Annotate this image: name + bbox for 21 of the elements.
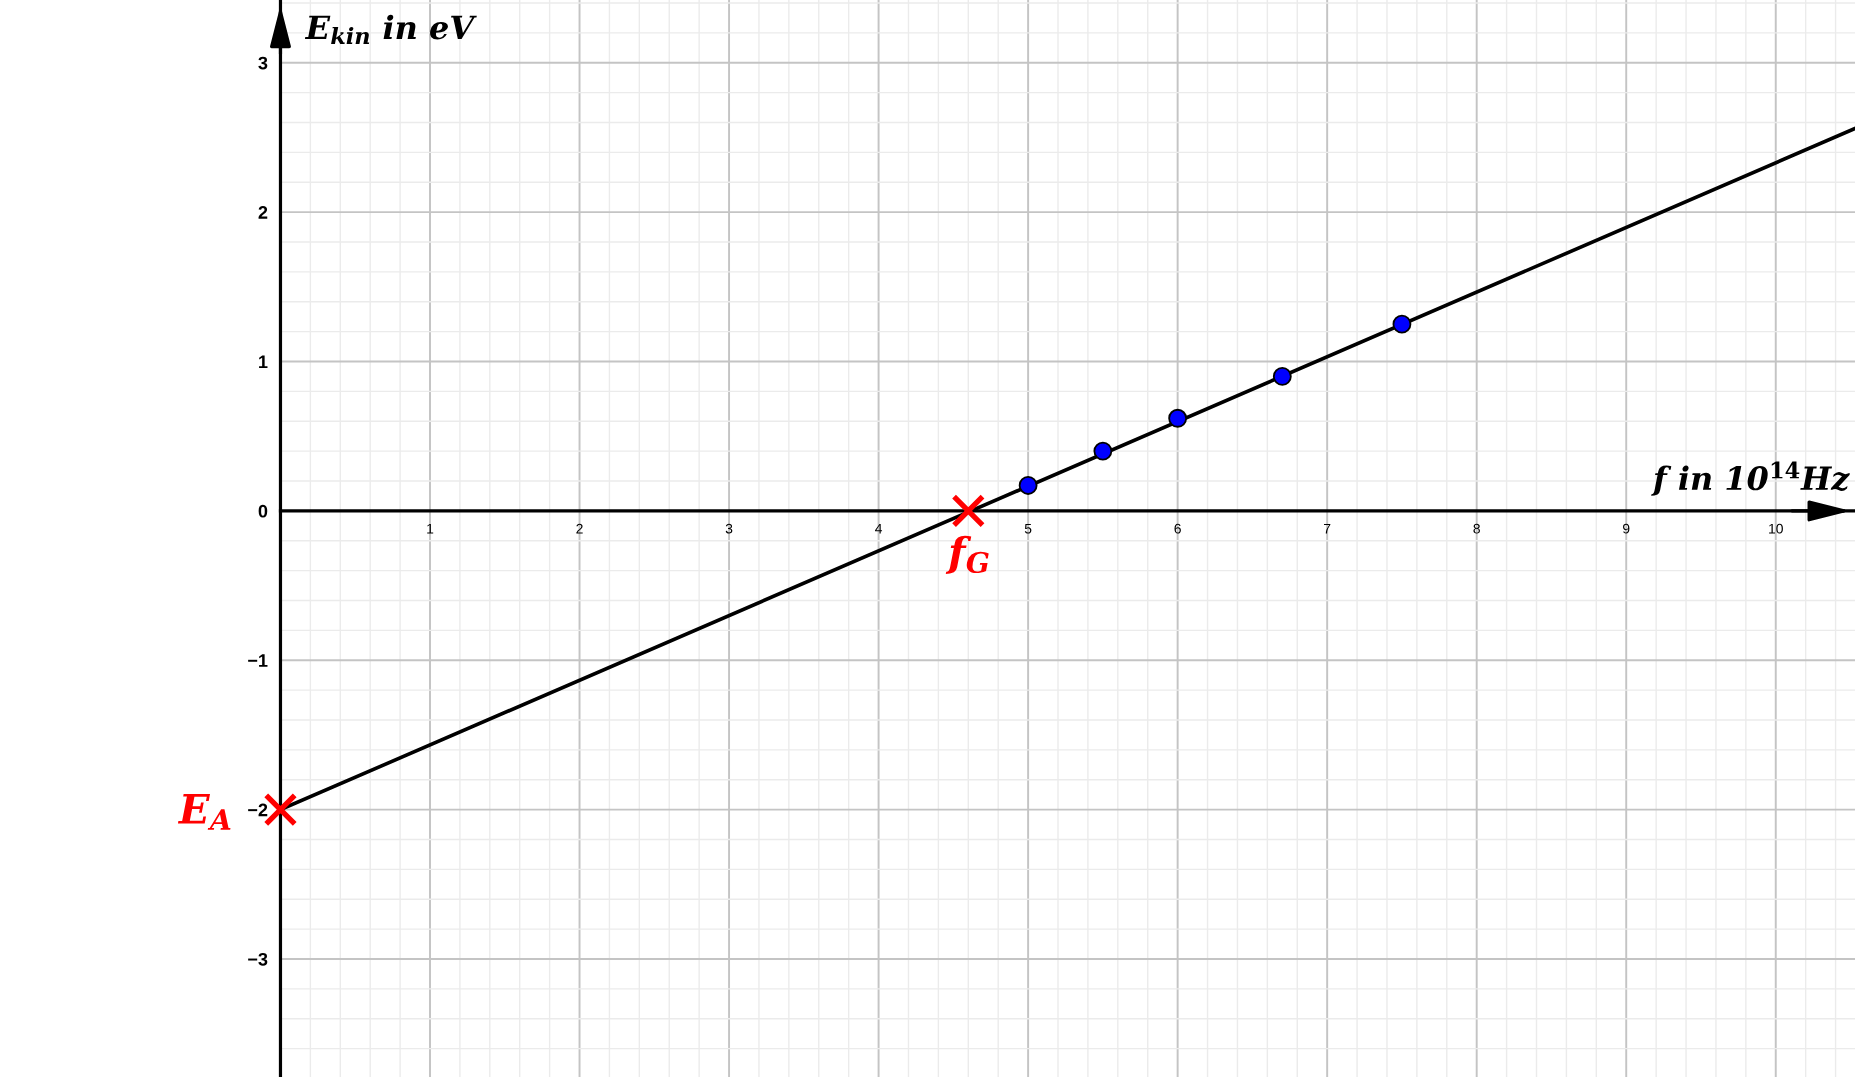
y-tick-label: 0 xyxy=(258,504,268,518)
annotation: E$_{A}$ xyxy=(177,794,231,830)
y-tick-label: 1 xyxy=(259,355,268,369)
x-tick-label: 4 xyxy=(875,523,883,534)
annotation: f$_{G}$ xyxy=(945,535,989,575)
x-tick-label: 6 xyxy=(1174,523,1181,534)
y-tick-label: −1 xyxy=(248,654,268,667)
y-tick-label: −3 xyxy=(248,952,268,966)
x-tick-label: 10 xyxy=(1769,523,1783,534)
y-tick-label: −2 xyxy=(248,803,268,817)
x-tick-label: 1 xyxy=(427,523,434,534)
y-tick-label: 3 xyxy=(258,56,268,70)
x-tick-label: 8 xyxy=(1473,523,1480,534)
x-tick-label: 2 xyxy=(576,523,583,534)
x-tick-label: 3 xyxy=(725,523,733,534)
y-axis-title: E$_{kin}$ in eV xyxy=(304,14,477,44)
x-tick-label: 7 xyxy=(1324,523,1331,534)
x-tick-label: 9 xyxy=(1623,523,1630,534)
x-tick-label: 5 xyxy=(1024,523,1032,534)
y-tick-label: 2 xyxy=(258,206,268,219)
x-axis-title: f in 10$^{14}$Hz xyxy=(1651,461,1850,496)
